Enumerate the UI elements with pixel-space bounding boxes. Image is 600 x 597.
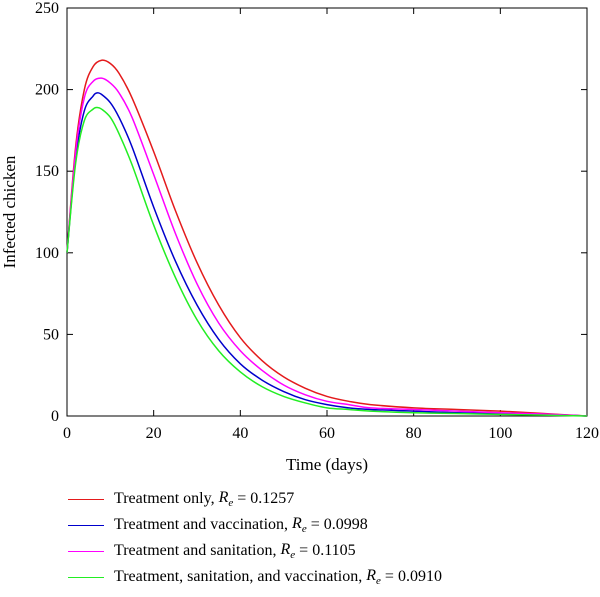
x-tick-label: 100 (488, 425, 512, 442)
legend-re-value: 0.1257 (250, 490, 295, 507)
y-tick-label: 50 (43, 326, 59, 343)
x-axis-label: Time (days) (286, 455, 368, 474)
legend-re-value: 0.0998 (323, 516, 368, 533)
legend-equals: = (384, 568, 394, 585)
chart: 0 20 40 60 80 100 120 0 50 100 150 200 250 Time (day… (0, 0, 599, 474)
series-line-treatment-only (66, 59, 588, 417)
x-tick-label: 120 (575, 425, 599, 442)
legend-re-symbol: Re (366, 566, 381, 588)
legend-re-symbol: Re (280, 540, 296, 562)
legend-swatch (68, 498, 104, 500)
legend-item: Treatment only, Re = 0.1257 (68, 486, 442, 512)
legend-equals: = (237, 490, 247, 507)
legend-label: Treatment only, (114, 490, 215, 507)
series-line-treatment-sanitation-vaccination (66, 106, 588, 417)
legend-re-symbol: Re (292, 514, 307, 536)
series-lines (66, 59, 588, 417)
y-tick-label: 0 (51, 408, 59, 425)
legend-equals: = (299, 542, 309, 559)
series-line-treatment-vaccination (66, 92, 588, 417)
legend-swatch (68, 550, 104, 552)
x-tick-label: 0 (63, 425, 71, 442)
y-axis-label: Infected chicken (0, 155, 19, 268)
x-tick-label: 60 (319, 425, 335, 442)
x-tick-label: 80 (406, 425, 422, 442)
legend-item: Treatment and sanitation, Re = 0.1105 (68, 538, 442, 564)
y-tick-label: 200 (35, 82, 59, 99)
plot-frame (66, 7, 588, 417)
tick-labels: 0 20 40 60 80 100 120 0 50 100 150 200 250 (35, 0, 599, 442)
series-line-treatment-sanitation (66, 77, 588, 417)
y-tick-label: 100 (35, 245, 59, 262)
legend-item: Treatment and vaccination, Re = 0.0998 (68, 512, 442, 538)
legend-re-value: 0.0910 (397, 568, 442, 585)
legend-swatch (68, 576, 104, 578)
legend-re-value: 0.1105 (312, 542, 356, 559)
legend-label: Treatment and vaccination, (114, 516, 289, 533)
legend-equals: = (310, 516, 320, 533)
legend-label: Treatment, sanitation, and vaccination, (114, 568, 363, 585)
x-tick-label: 20 (146, 425, 162, 442)
legend-item: Treatment, sanitation, and vaccination, R… (68, 564, 442, 590)
y-tick-label: 150 (35, 163, 59, 180)
tick-marks (66, 7, 588, 417)
legend-swatch (68, 524, 104, 526)
legend: Treatment only, Re = 0.1257 Treatment and va… (68, 486, 442, 590)
y-tick-label: 250 (35, 0, 59, 17)
x-tick-label: 40 (232, 425, 248, 442)
legend-re-symbol: Re (218, 488, 234, 510)
legend-label: Treatment and sanitation, (114, 542, 277, 559)
